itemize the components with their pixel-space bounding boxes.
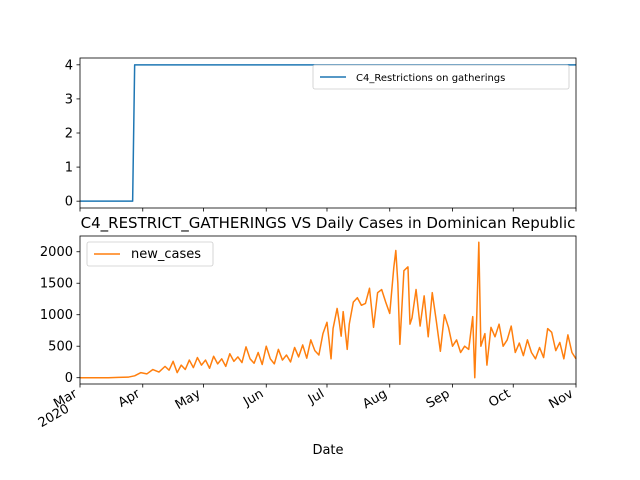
restrictions-legend-label: C4_Restrictions on gatherings [356, 73, 505, 84]
y-tick-label: 2000 [40, 245, 73, 260]
series-line-0 [80, 241, 577, 379]
y-tick-label: 0 [65, 195, 73, 210]
cases-legend: new_cases [86, 241, 214, 267]
cases-legend-box [86, 241, 214, 267]
y-tick-label: 2 [65, 127, 73, 142]
x-tick-label: Jul [305, 386, 327, 407]
restrictions-axes-frame [79, 57, 577, 209]
cases-chart-title: C4_RESTRICT_GATHERINGS VS Daily Cases in… [81, 214, 576, 233]
y-tick-label: 3 [65, 92, 73, 107]
restrictions-legend: C4_Restrictions on gatherings [312, 64, 570, 90]
cases-legend-label: new_cases [131, 247, 201, 262]
restrictions-axes: 0 1 2 3 4 C4_Restrictions on gatherings [65, 57, 577, 212]
cases-axes-frame [79, 235, 577, 385]
x-axis-label: Date [312, 443, 343, 458]
y-tick-label: 0 [65, 371, 73, 386]
y-tick-label: 500 [48, 340, 73, 355]
cases-lines [80, 241, 577, 379]
y-tick-label: 4 [65, 58, 73, 73]
restrictions-legend-box [312, 64, 570, 90]
restrictions-y-ticks: 0 1 2 3 4 [65, 58, 80, 210]
y-tick-label: 1500 [40, 277, 73, 292]
restrictions-x-ticks [79, 208, 577, 212]
cases-y-ticks: 0 500 1000 1500 2000 [40, 245, 80, 386]
y-tick-label: 1000 [40, 308, 73, 323]
y-tick-label: 1 [65, 161, 73, 176]
